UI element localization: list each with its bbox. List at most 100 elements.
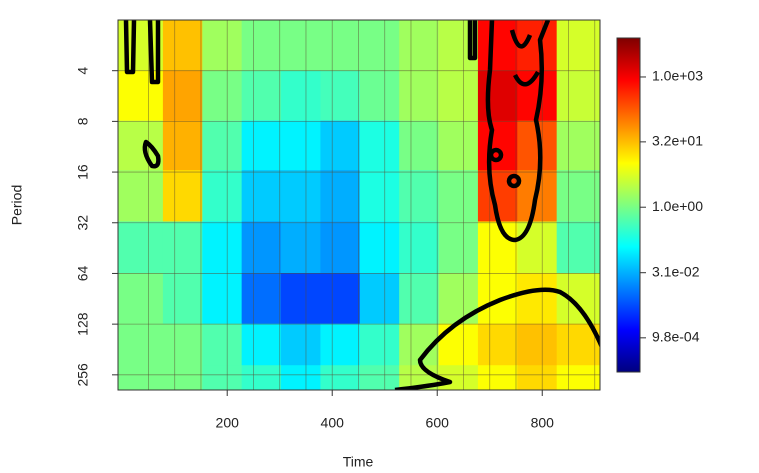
heat-cell bbox=[477, 120, 518, 171]
heat-cell bbox=[438, 365, 479, 390]
heat-cell bbox=[118, 323, 164, 366]
heat-cell bbox=[556, 365, 600, 390]
heat-cell bbox=[320, 221, 361, 274]
contour bbox=[142, 139, 161, 169]
heat-cell bbox=[320, 70, 361, 122]
contour bbox=[394, 287, 600, 390]
heat-cell bbox=[399, 70, 440, 122]
heat-cell bbox=[438, 323, 479, 366]
heat-cell bbox=[438, 273, 479, 325]
heat-cell bbox=[162, 365, 203, 390]
heat-cell bbox=[241, 20, 282, 72]
heat-cell bbox=[556, 20, 600, 72]
plot-frame bbox=[117, 19, 601, 391]
heat-cell bbox=[162, 221, 203, 274]
x-tick-label: 800 bbox=[531, 415, 555, 431]
colorbar-tick-label: 3.2e+01 bbox=[652, 133, 703, 149]
y-tick-label: 64 bbox=[75, 265, 91, 281]
heat-cell bbox=[241, 120, 282, 171]
heat-cell bbox=[202, 221, 243, 274]
heatmap bbox=[118, 20, 600, 390]
heat-cell bbox=[438, 20, 479, 72]
heat-cell bbox=[517, 221, 558, 274]
heat-cell bbox=[281, 365, 321, 390]
heat-cell bbox=[320, 170, 361, 223]
heat-cell bbox=[281, 273, 321, 325]
heat-cell bbox=[477, 323, 518, 366]
heat-cell bbox=[202, 365, 243, 390]
heat-cell bbox=[118, 273, 164, 325]
significance-contours bbox=[123, 20, 600, 390]
heat-cell bbox=[477, 20, 518, 72]
heat-cell bbox=[477, 221, 518, 274]
y-tick-label: 4 bbox=[75, 67, 91, 75]
heat-cell bbox=[162, 273, 203, 325]
heat-cell bbox=[162, 20, 203, 72]
contour bbox=[147, 20, 161, 85]
heat-cell bbox=[359, 365, 400, 390]
heat-cell bbox=[359, 170, 400, 223]
heat-cell bbox=[162, 120, 203, 171]
heat-cell bbox=[517, 365, 558, 390]
heat-cell bbox=[556, 120, 600, 171]
heat-cell bbox=[118, 365, 164, 390]
x-tick-label: 600 bbox=[426, 415, 450, 431]
heat-cell bbox=[241, 365, 282, 390]
heat-cell bbox=[320, 323, 361, 366]
x-tick-label: 400 bbox=[321, 415, 345, 431]
heat-cell bbox=[359, 20, 400, 72]
heat-cell bbox=[281, 70, 321, 122]
heat-cell bbox=[202, 70, 243, 122]
heat-cell bbox=[202, 170, 243, 223]
heat-cell bbox=[399, 273, 440, 325]
heat-cell bbox=[399, 20, 440, 72]
heat-cell bbox=[281, 170, 321, 223]
heat-cell bbox=[517, 323, 558, 366]
grid bbox=[118, 20, 600, 390]
contour bbox=[488, 29, 540, 189]
colorbar-tick-label: 3.1e-02 bbox=[652, 263, 700, 279]
y-tick-label: 256 bbox=[75, 363, 91, 387]
heat-cell bbox=[241, 221, 282, 274]
heat-cell bbox=[241, 273, 282, 325]
heat-cell bbox=[118, 120, 164, 171]
heat-cell bbox=[320, 365, 361, 390]
colorbar-tick-label: 9.8e-04 bbox=[652, 329, 700, 345]
heat-cell bbox=[359, 70, 400, 122]
heat-cell bbox=[162, 70, 203, 122]
heat-cell bbox=[399, 120, 440, 171]
heat-cell bbox=[202, 323, 243, 366]
heat-cell bbox=[438, 221, 479, 274]
heat-cell bbox=[241, 323, 282, 366]
colorbar-tick-label: 1.0e+00 bbox=[652, 198, 703, 214]
contour bbox=[123, 20, 137, 75]
heat-cell bbox=[118, 170, 164, 223]
heat-cell bbox=[556, 170, 600, 223]
heat-cell bbox=[359, 221, 400, 274]
heat-cell bbox=[556, 221, 600, 274]
heat-cell bbox=[281, 20, 321, 72]
heat-cell bbox=[320, 20, 361, 72]
heat-cell bbox=[438, 120, 479, 171]
contour bbox=[467, 20, 478, 61]
heat-cell bbox=[281, 221, 321, 274]
heat-cell bbox=[281, 323, 321, 366]
y-tick-label: 8 bbox=[75, 117, 91, 125]
heat-cell bbox=[359, 120, 400, 171]
heat-cell bbox=[320, 273, 361, 325]
heat-cell bbox=[241, 70, 282, 122]
heat-cell bbox=[162, 170, 203, 223]
heat-cell bbox=[438, 170, 479, 223]
heat-cell bbox=[281, 120, 321, 171]
heat-cell bbox=[517, 273, 558, 325]
heat-cell bbox=[399, 170, 440, 223]
heat-cell bbox=[162, 323, 203, 366]
y-tick-label: 32 bbox=[75, 215, 91, 231]
contour bbox=[485, 20, 551, 243]
y-tick-label: 128 bbox=[75, 312, 91, 336]
y-axis-label: Period bbox=[9, 185, 25, 225]
heat-cell bbox=[556, 70, 600, 122]
heat-cell bbox=[202, 120, 243, 171]
heat-cell bbox=[477, 70, 518, 122]
